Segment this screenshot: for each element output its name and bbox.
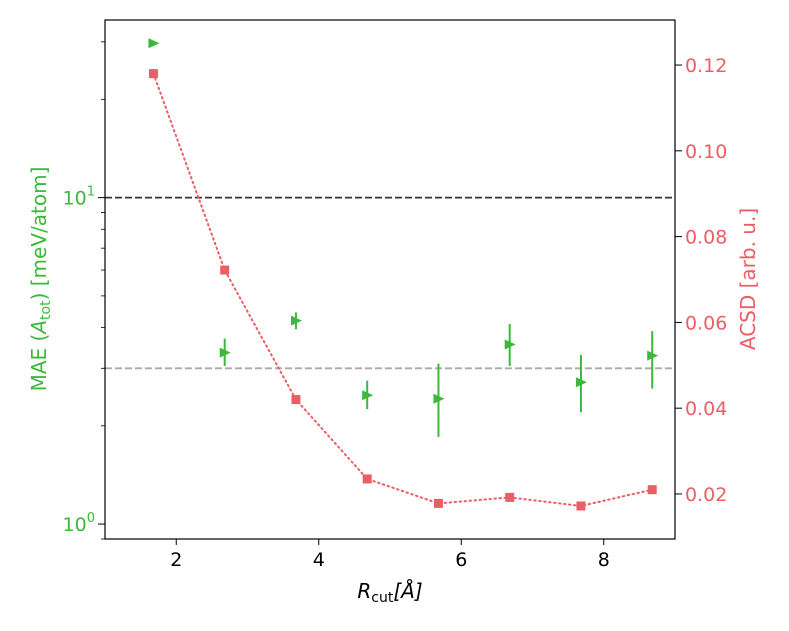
y-right-tick-label-3: 0.06 (685, 312, 727, 334)
acsd-point-6 (505, 492, 515, 502)
mae-point-4 (362, 390, 374, 401)
acsd-point-7 (576, 501, 586, 511)
plot-frame (104, 19, 676, 540)
x-tick-label-2: 4 (313, 549, 325, 571)
y-right-tick-label-6: 0.12 (685, 55, 727, 77)
mae-point-8 (647, 350, 659, 361)
mae-point-2 (219, 347, 231, 358)
x-axis-label: Rcut[Å] (357, 579, 422, 606)
y-left-tick-label-2: 101 (63, 185, 95, 210)
acsd-series-line (152, 72, 654, 507)
acsd-point-1 (148, 69, 158, 79)
x-tick-label-4: 8 (598, 549, 610, 571)
mae-point-7 (575, 377, 587, 388)
y-right-tick-label-1: 0.02 (685, 484, 727, 506)
acsd-point-5 (433, 498, 443, 508)
mae-point-3 (290, 315, 302, 326)
mae-point-6 (504, 339, 516, 350)
y-right-tick-label-5: 0.10 (685, 141, 727, 163)
y-left-axis-label: MAE (Atot) [meV/atom] (27, 167, 54, 392)
acsd-point-4 (362, 474, 372, 484)
y-left-tick-label-1: 100 (63, 511, 95, 536)
x-tick-label-3: 6 (455, 549, 467, 571)
axis-layer: 2 4 6 8 100 101 0.02 0.04 0.06 0.08 0.10 0.12 (63, 41, 727, 571)
y-right-axis-label: ACSD [arb. u.] (736, 208, 760, 350)
plot-layer (105, 38, 675, 511)
acsd-point-8 (647, 485, 657, 495)
acsd-point-3 (291, 395, 301, 405)
y-right-tick-label-4: 0.08 (685, 227, 727, 249)
acsd-point-2 (220, 265, 230, 275)
mae-point-5 (433, 393, 445, 404)
y-right-tick-label-2: 0.04 (685, 398, 727, 420)
mae-point-1 (148, 38, 160, 49)
x-tick-label-1: 2 (170, 549, 182, 571)
